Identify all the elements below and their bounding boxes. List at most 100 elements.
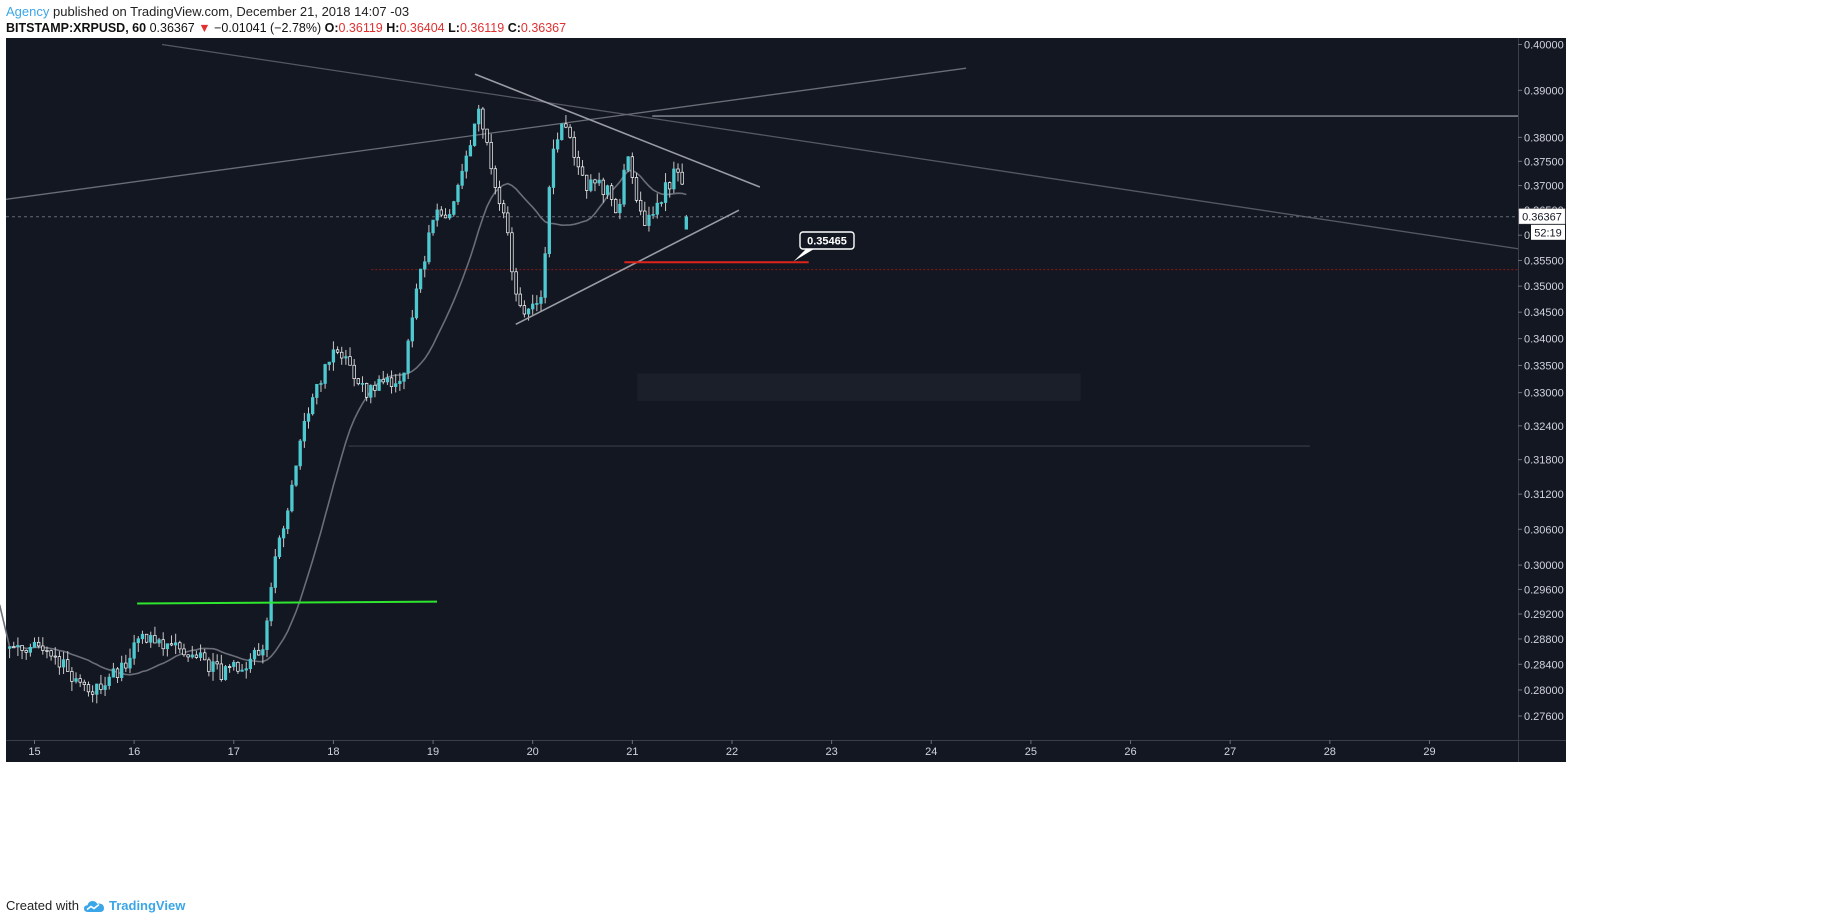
candle <box>24 650 28 653</box>
candle <box>265 620 269 650</box>
candle <box>593 179 597 184</box>
candle <box>132 642 136 659</box>
candle <box>298 440 302 467</box>
publish-info: Agency published on TradingView.com, Dec… <box>6 4 409 19</box>
candle <box>589 179 593 191</box>
x-tick-label: 26 <box>1124 746 1136 758</box>
candle <box>356 378 360 385</box>
candle <box>273 556 277 588</box>
candle <box>124 662 128 669</box>
candle <box>626 156 630 171</box>
candle <box>74 678 78 682</box>
candle <box>394 383 398 387</box>
candle <box>344 356 348 359</box>
candle <box>82 681 86 685</box>
tradingview-brand-link[interactable]: TradingView <box>108 898 186 913</box>
candle <box>240 669 244 672</box>
candle <box>651 214 655 216</box>
candle <box>198 652 203 658</box>
candle <box>157 639 161 644</box>
y-tick-label: 0.30600 <box>1524 524 1564 536</box>
candle <box>506 212 510 234</box>
candle <box>385 377 390 383</box>
candle <box>311 397 315 415</box>
zone-rectangle <box>637 373 1081 401</box>
triangle-lower-line <box>515 209 740 326</box>
author-link[interactable]: Agency <box>6 4 50 19</box>
x-tick-label: 23 <box>825 746 837 758</box>
candle <box>169 643 174 646</box>
x-tick-label: 17 <box>228 746 240 758</box>
candle <box>140 633 145 640</box>
x-tick-label: 15 <box>28 746 40 758</box>
candle <box>269 587 273 622</box>
candle <box>7 646 12 649</box>
candle <box>136 638 140 644</box>
low-label: L: <box>448 21 460 35</box>
candle <box>99 683 103 690</box>
candle <box>389 377 394 387</box>
candle <box>232 662 236 667</box>
candle <box>161 639 165 650</box>
candle <box>373 384 377 391</box>
candle <box>638 199 643 212</box>
candle <box>219 663 223 680</box>
candle <box>244 668 248 671</box>
x-tick-label: 19 <box>427 746 439 758</box>
candle <box>601 179 605 195</box>
candle <box>49 650 53 657</box>
callout-price-label: 0.35465 <box>807 236 847 248</box>
candle <box>684 216 688 230</box>
last-price-box <box>1518 208 1566 225</box>
candle <box>41 645 45 651</box>
candle <box>643 210 647 226</box>
countdown-box <box>1531 224 1565 240</box>
candle <box>302 420 307 442</box>
candle <box>402 372 406 382</box>
drawings-layer <box>5 43 1519 447</box>
candle <box>111 668 116 678</box>
candle <box>37 641 41 647</box>
triangle-pattern <box>474 73 761 326</box>
y-tick-label: 0.30000 <box>1524 560 1564 572</box>
tradingview-cloud-icon <box>83 900 104 912</box>
candle <box>103 685 107 690</box>
candle <box>223 666 228 680</box>
candle <box>423 261 427 270</box>
x-tick-label: 20 <box>527 746 539 758</box>
candle <box>144 633 149 643</box>
candle <box>381 378 385 383</box>
candle <box>647 214 651 226</box>
candle <box>70 671 74 682</box>
candle <box>597 179 601 184</box>
candle <box>564 123 568 128</box>
last-price: 0.36367 <box>149 21 195 35</box>
candle <box>630 156 634 178</box>
price-change: −0.01041 (−2.78%) <box>214 21 322 35</box>
candle <box>406 340 410 374</box>
candle <box>634 177 639 201</box>
price-axis-panel <box>1518 38 1566 740</box>
x-tick-label: 29 <box>1423 746 1435 758</box>
candle <box>211 661 215 672</box>
candle <box>501 203 506 214</box>
long-downtrend-line <box>161 43 1519 250</box>
candle <box>182 648 186 656</box>
candle <box>236 662 240 672</box>
candle <box>535 303 539 305</box>
candle <box>580 166 585 176</box>
candle <box>107 676 111 686</box>
triangle-upper-line <box>474 73 761 188</box>
candle <box>319 383 323 385</box>
candle <box>215 661 219 665</box>
candle <box>281 528 286 539</box>
candle <box>286 510 290 530</box>
candle <box>335 349 340 353</box>
candle <box>518 293 522 306</box>
candle <box>66 659 70 672</box>
candle <box>364 383 369 398</box>
time-axis-panel <box>6 740 1566 762</box>
y-tick-label: 0.31200 <box>1524 489 1564 501</box>
candle <box>53 655 57 658</box>
